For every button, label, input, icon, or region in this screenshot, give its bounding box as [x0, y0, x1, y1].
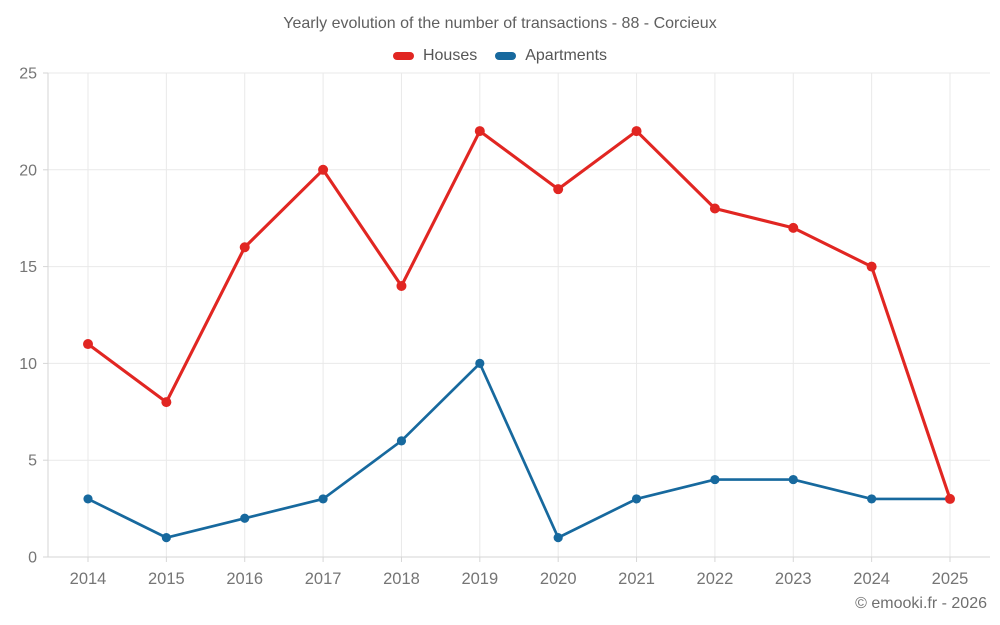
x-axis-label-2020: 2020	[540, 570, 577, 588]
houses-point-2017[interactable]	[318, 164, 329, 175]
chart-title: Yearly evolution of the number of transa…	[283, 15, 717, 32]
apartments-point-2018[interactable]	[396, 436, 407, 446]
x-axis-label-2025: 2025	[932, 570, 969, 588]
y-axis-label-5: 5	[28, 453, 37, 470]
apartments-point-2023[interactable]	[788, 474, 798, 485]
apartments-point-2022[interactable]	[710, 474, 720, 485]
apartments-series-swatch-icon	[495, 52, 517, 60]
x-axis-label-2019: 2019	[461, 570, 498, 588]
houses-series-swatch-icon	[392, 52, 414, 60]
legend-label-houses: Houses	[422, 47, 478, 64]
y-axis-label-20: 20	[19, 162, 37, 179]
houses-point-2023[interactable]	[788, 222, 799, 233]
apartments-point-2021[interactable]	[631, 494, 642, 504]
legend-label-apartments: Apartments	[525, 47, 608, 64]
houses-point-2021[interactable]	[631, 126, 642, 137]
houses-point-2019[interactable]	[474, 126, 485, 137]
apartments-line	[86, 362, 952, 539]
legend-item-houses[interactable]: Houses	[392, 47, 478, 65]
apartments-point-2024[interactable]	[867, 494, 877, 504]
x-axis-label-2018: 2018	[383, 570, 420, 588]
houses-point-2020[interactable]	[553, 184, 564, 195]
legend-item-apartments[interactable]: Apartments	[495, 47, 607, 65]
houses-point-2015[interactable]	[161, 397, 172, 408]
copyright-credit: © emooki.fr - 2026	[855, 595, 987, 612]
x-axis-label-2021: 2021	[618, 570, 655, 588]
x-axis-label-2015: 2015	[148, 570, 185, 588]
x-axis-label-2014: 2014	[70, 570, 107, 588]
y-axis-label-10: 10	[19, 356, 37, 373]
x-axis-label-2023: 2023	[775, 570, 812, 588]
apartments-point-2019[interactable]	[475, 358, 485, 368]
houses-point-2018[interactable]	[396, 280, 407, 291]
apartments-point-2020[interactable]	[553, 533, 563, 543]
houses-point-2016[interactable]	[239, 242, 250, 253]
y-axis-label-25: 25	[19, 66, 37, 83]
apartments-point-2015[interactable]	[161, 533, 171, 543]
apartments-point-2017[interactable]	[318, 494, 328, 504]
houses-point-2025[interactable]	[945, 493, 955, 504]
x-axis-label-2022: 2022	[697, 570, 734, 588]
x-axis-label-2017: 2017	[305, 570, 342, 588]
x-axis-label-2016: 2016	[226, 570, 263, 588]
legend: Houses Apartments	[0, 47, 1000, 65]
houses-point-2022[interactable]	[709, 203, 720, 214]
y-axis-label-0: 0	[28, 550, 37, 567]
apartments-point-2016[interactable]	[240, 513, 250, 523]
x-axis-label-2024: 2024	[853, 570, 890, 588]
apartments-point-2014[interactable]	[83, 494, 93, 504]
y-axis-label-15: 15	[19, 259, 37, 276]
houses-point-2024[interactable]	[866, 261, 877, 272]
houses-point-2014[interactable]	[83, 339, 93, 350]
houses-line	[86, 129, 952, 501]
